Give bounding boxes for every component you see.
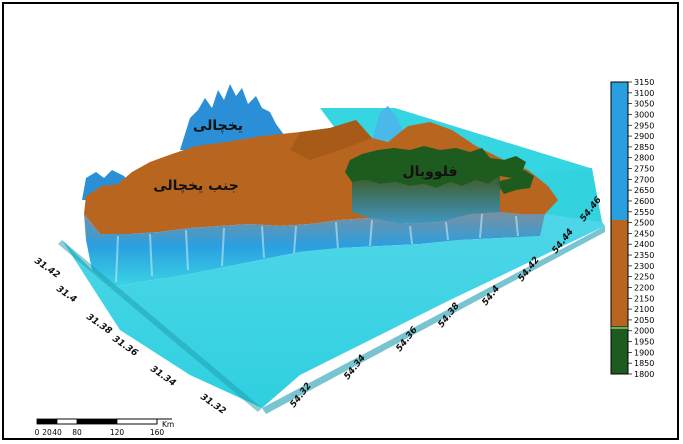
floor-edge-shadow bbox=[262, 226, 605, 414]
legend-tick-label: 3150 bbox=[634, 78, 654, 87]
region-label-glacial: یخچالی bbox=[193, 118, 243, 134]
lat-tick: 31.34 bbox=[148, 364, 177, 389]
legend-tick-label: 2300 bbox=[634, 262, 654, 271]
scale-label: 0 bbox=[35, 428, 40, 437]
scale-label: 40 bbox=[52, 428, 62, 437]
legend-tick-label: 2600 bbox=[634, 197, 654, 206]
lat-tick: 31.42 bbox=[32, 256, 61, 281]
fluvial-tail bbox=[496, 170, 534, 194]
legend-tick-label: 2000 bbox=[634, 327, 654, 336]
floor-edge-left bbox=[58, 240, 262, 412]
legend-periglacial-band bbox=[611, 220, 628, 326]
legend-fluvial-band bbox=[611, 326, 628, 374]
legend-tick-label: 3050 bbox=[634, 100, 654, 109]
legend-tick-label: 2250 bbox=[634, 273, 654, 282]
scale-bar: 0 20 40 80 120 160 Km bbox=[35, 418, 174, 437]
map-frame bbox=[2, 2, 679, 440]
legend-tick-label: 2400 bbox=[634, 240, 654, 249]
scale-unit: Km bbox=[162, 420, 174, 429]
legend-tick-label: 2650 bbox=[634, 186, 654, 195]
legend-outline bbox=[610, 81, 629, 375]
legend-tick-label: 2050 bbox=[634, 316, 654, 325]
legend-glacial-band bbox=[611, 82, 628, 220]
legend-tick-label: 1900 bbox=[634, 348, 654, 357]
legend-tick-label: 2150 bbox=[634, 294, 654, 303]
region-label-fluvial: فلوویال bbox=[402, 164, 457, 180]
scale-label: 20 bbox=[42, 428, 52, 437]
legend-tick-label: 1850 bbox=[634, 359, 654, 368]
region-label-periglacial: جنب یخچالی bbox=[153, 178, 239, 194]
glacial-ridge bbox=[180, 84, 290, 152]
legend-tick-label: 2900 bbox=[634, 132, 654, 141]
legend-tick-label: 2700 bbox=[634, 175, 654, 184]
scale-label: 120 bbox=[110, 428, 125, 437]
legend-tick-label: 2200 bbox=[634, 283, 654, 292]
legend-tick-label: 2500 bbox=[634, 219, 654, 228]
front-cliff bbox=[84, 212, 545, 288]
legend-tick-label: 2550 bbox=[634, 208, 654, 217]
lat-tick: 31.4 bbox=[54, 284, 78, 305]
legend-tick-label: 2800 bbox=[634, 154, 654, 163]
legend-tick-label: 1950 bbox=[634, 338, 654, 347]
fluvial-surface bbox=[345, 146, 526, 188]
legend-tick-label: 2850 bbox=[634, 143, 654, 152]
lat-tick: 31.38 bbox=[84, 312, 113, 337]
legend-tick-label: 2750 bbox=[634, 165, 654, 174]
legend-tick-label: 3000 bbox=[634, 110, 654, 119]
scale-label: 80 bbox=[72, 428, 82, 437]
legend-tick-label: 1800 bbox=[634, 370, 654, 379]
scale-label: 160 bbox=[150, 428, 165, 437]
fluvial-cliff bbox=[352, 176, 500, 224]
cliff-streaks bbox=[115, 213, 519, 283]
legend-tick-label: 2450 bbox=[634, 229, 654, 238]
periglacial-highlight bbox=[290, 120, 372, 160]
lat-tick: 31.32 bbox=[198, 392, 227, 417]
legend-tick-label: 2350 bbox=[634, 251, 654, 260]
legend-tick-label: 3100 bbox=[634, 89, 654, 98]
legend-tick-label: 2100 bbox=[634, 305, 654, 314]
legend-tick-label: 2950 bbox=[634, 121, 654, 130]
